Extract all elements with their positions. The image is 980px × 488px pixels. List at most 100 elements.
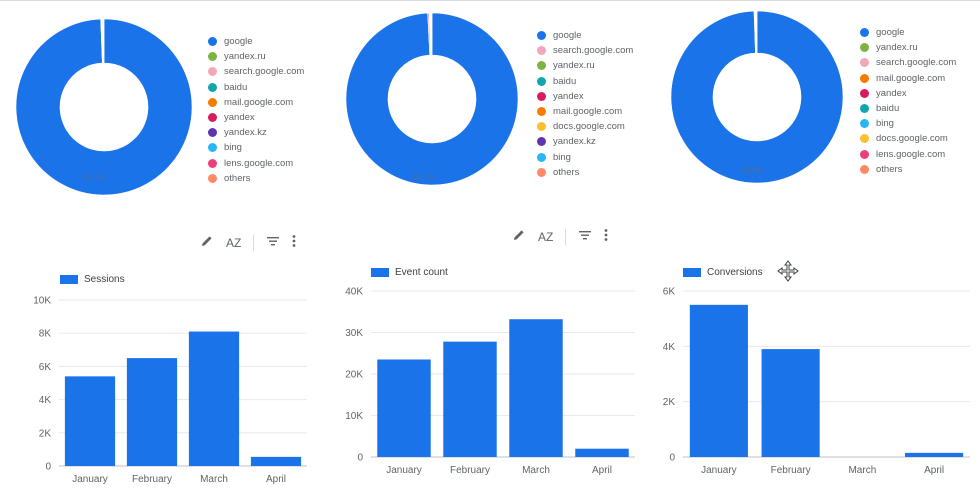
filter-icon[interactable] bbox=[578, 228, 592, 246]
donut-svg: 99.4% bbox=[670, 10, 844, 184]
legend-swatch bbox=[860, 134, 869, 144]
legend-item[interactable]: yandex bbox=[537, 89, 633, 104]
sort-az-icon[interactable]: AZ bbox=[226, 236, 242, 250]
legend-item[interactable]: google bbox=[208, 34, 304, 49]
bar-january[interactable] bbox=[64, 376, 116, 466]
toolbar-divider bbox=[253, 235, 255, 251]
donut-slice-google[interactable] bbox=[15, 18, 193, 196]
donut-chart-3[interactable]: 99.4% google yandex.ru search.google.com ma… bbox=[660, 0, 980, 210]
legend-label: yandex bbox=[224, 111, 255, 123]
legend-label: docs.google.com bbox=[876, 133, 948, 145]
legend-item[interactable]: mail.google.com bbox=[537, 104, 633, 119]
legend-swatch bbox=[208, 82, 217, 92]
legend-item[interactable]: lens.google.com bbox=[208, 156, 304, 171]
legend-swatch bbox=[860, 28, 869, 38]
legend-item[interactable]: others bbox=[537, 165, 633, 180]
bar-chart-event-count[interactable]: Event count 0 10K 20K 30K 40K January February… bbox=[330, 262, 650, 488]
bar-april[interactable] bbox=[250, 456, 302, 466]
x-tick-label: February bbox=[450, 465, 490, 476]
legend-item[interactable]: yandex.kz bbox=[537, 134, 633, 149]
more-vert-icon[interactable] bbox=[604, 228, 608, 247]
legend-item[interactable]: others bbox=[860, 162, 956, 177]
donut-svg: 99.4% bbox=[15, 18, 193, 196]
sort-az-icon[interactable]: AZ bbox=[538, 230, 554, 244]
legend-item[interactable]: bing bbox=[537, 150, 633, 165]
more-vert-icon[interactable] bbox=[292, 234, 296, 253]
legend-item[interactable]: yandex.kz bbox=[208, 125, 304, 140]
donut-chart-2[interactable]: 99.2% google search.google.com yandex.ru ba… bbox=[330, 0, 650, 210]
slice-percent-label: 99.4% bbox=[84, 173, 107, 182]
donut-legend: google search.google.com yandex.ru baidu yan… bbox=[537, 28, 633, 180]
y-tick-label: 4K bbox=[663, 342, 676, 353]
bar-february[interactable] bbox=[126, 358, 178, 466]
legend-label: others bbox=[553, 166, 580, 178]
legend-item[interactable]: yandex.ru bbox=[537, 58, 633, 73]
legend-item[interactable]: baidu bbox=[537, 74, 633, 89]
legend-item[interactable]: others bbox=[208, 171, 304, 186]
legend-swatch bbox=[860, 164, 869, 174]
legend-swatch bbox=[537, 61, 546, 71]
legend-item[interactable]: yandex bbox=[860, 86, 956, 101]
edit-pencil-icon[interactable] bbox=[200, 234, 214, 253]
legend-swatch bbox=[860, 119, 869, 129]
x-tick-label: March bbox=[522, 465, 550, 476]
bar-january[interactable] bbox=[689, 304, 748, 457]
x-tick-label: April bbox=[592, 465, 612, 476]
legend-item[interactable]: docs.google.com bbox=[860, 131, 956, 146]
legend-item[interactable]: bing bbox=[860, 116, 956, 131]
y-tick-label: 6K bbox=[39, 362, 52, 373]
legend-item[interactable]: search.google.com bbox=[208, 64, 304, 79]
filter-icon[interactable] bbox=[266, 234, 280, 252]
legend-label: baidu bbox=[876, 102, 900, 114]
legend-item[interactable]: lens.google.com bbox=[860, 147, 956, 162]
legend-item[interactable]: bing bbox=[208, 140, 304, 155]
legend-swatch bbox=[208, 173, 217, 183]
y-tick-label: 2K bbox=[39, 428, 52, 439]
bar-chart-conversions[interactable]: Conversions 0 2K 4K 6K January February March A… bbox=[660, 262, 980, 488]
legend-label: yandex.ru bbox=[553, 60, 595, 72]
legend-label: yandex.ru bbox=[876, 42, 918, 54]
legend-item[interactable]: yandex bbox=[208, 110, 304, 125]
legend-item[interactable]: mail.google.com bbox=[860, 71, 956, 86]
legend-item[interactable]: mail.google.com bbox=[208, 95, 304, 110]
bar-svg: 0 10K 20K 30K 40K January February March April bbox=[345, 287, 635, 476]
legend-label: google bbox=[876, 27, 905, 38]
legend-label: Event count bbox=[395, 267, 448, 278]
y-tick-label: 10K bbox=[345, 411, 363, 422]
legend-item[interactable]: docs.google.com bbox=[537, 119, 633, 134]
legend-label: others bbox=[224, 172, 251, 184]
bar-april[interactable] bbox=[905, 452, 964, 457]
bar-april[interactable] bbox=[575, 448, 629, 457]
legend-item[interactable]: yandex.ru bbox=[208, 49, 304, 64]
move-handle-icon[interactable] bbox=[777, 260, 799, 282]
bar-chart-sessions[interactable]: Sessions 0 2K 4K 6K 8K 10K January February Marc… bbox=[0, 262, 320, 488]
bar-legend: Sessions bbox=[60, 274, 125, 285]
legend-swatch bbox=[537, 91, 546, 101]
bar-february[interactable] bbox=[761, 349, 820, 457]
y-tick-label: 4K bbox=[39, 395, 52, 406]
bar-february[interactable] bbox=[443, 341, 497, 457]
edit-pencil-icon[interactable] bbox=[512, 228, 526, 247]
bar-january[interactable] bbox=[377, 359, 431, 457]
bar-legend: Event count bbox=[371, 267, 448, 278]
legend-swatch bbox=[537, 167, 546, 177]
legend-item[interactable]: google bbox=[860, 25, 956, 40]
donut-slice-google[interactable] bbox=[670, 10, 844, 184]
donut-slice-google[interactable] bbox=[345, 12, 519, 186]
legend-label: yandex.kz bbox=[553, 136, 596, 148]
bar-march[interactable] bbox=[509, 319, 563, 457]
legend-item[interactable]: google bbox=[537, 28, 633, 43]
x-tick-label: January bbox=[701, 465, 737, 476]
donut-chart-1[interactable]: 99.4% google yandex.ru search.google.com ba… bbox=[0, 0, 320, 210]
bar-march[interactable] bbox=[188, 331, 240, 466]
legend-label: bing bbox=[224, 142, 242, 154]
legend-swatch bbox=[860, 88, 869, 98]
legend-item[interactable]: baidu bbox=[208, 80, 304, 95]
legend-item[interactable]: search.google.com bbox=[860, 55, 956, 70]
legend-swatch bbox=[371, 268, 389, 277]
legend-item[interactable]: yandex.ru bbox=[860, 40, 956, 55]
legend-item[interactable]: search.google.com bbox=[537, 43, 633, 58]
legend-swatch bbox=[860, 43, 869, 53]
y-tick-label: 0 bbox=[45, 462, 51, 473]
legend-item[interactable]: baidu bbox=[860, 101, 956, 116]
